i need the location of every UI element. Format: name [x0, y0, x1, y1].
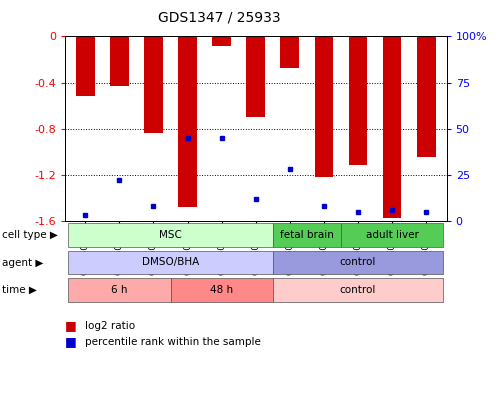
Text: cell type ▶: cell type ▶	[2, 230, 58, 240]
Text: ■: ■	[65, 335, 77, 348]
Text: 6 h: 6 h	[111, 285, 128, 295]
FancyBboxPatch shape	[341, 223, 443, 247]
Bar	[110, 36, 129, 86]
FancyBboxPatch shape	[273, 223, 341, 247]
Bar	[417, 36, 436, 158]
Text: percentile rank within the sample: percentile rank within the sample	[85, 337, 260, 347]
Bar	[212, 36, 231, 46]
Text: time ▶: time ▶	[2, 285, 37, 295]
Text: adult liver: adult liver	[366, 230, 419, 240]
FancyBboxPatch shape	[68, 223, 273, 247]
Text: control: control	[340, 285, 376, 295]
Text: DMSO/BHA: DMSO/BHA	[142, 257, 199, 267]
Bar	[247, 36, 265, 117]
FancyBboxPatch shape	[273, 278, 443, 302]
Text: GDS1347 / 25933: GDS1347 / 25933	[158, 10, 281, 24]
FancyBboxPatch shape	[68, 278, 171, 302]
Bar	[76, 36, 95, 96]
Bar	[280, 36, 299, 68]
Text: MSC: MSC	[159, 230, 182, 240]
FancyBboxPatch shape	[171, 278, 273, 302]
Bar	[383, 36, 401, 218]
FancyBboxPatch shape	[273, 251, 443, 275]
FancyBboxPatch shape	[68, 251, 273, 275]
Text: log2 ratio: log2 ratio	[85, 321, 135, 330]
Text: 48 h: 48 h	[210, 285, 233, 295]
Text: control: control	[340, 257, 376, 267]
Bar	[144, 36, 163, 133]
Text: ■: ■	[65, 319, 77, 332]
Bar	[349, 36, 367, 165]
Bar	[178, 36, 197, 207]
Text: agent ▶: agent ▶	[2, 258, 44, 268]
Text: fetal brain: fetal brain	[280, 230, 334, 240]
Bar	[314, 36, 333, 177]
